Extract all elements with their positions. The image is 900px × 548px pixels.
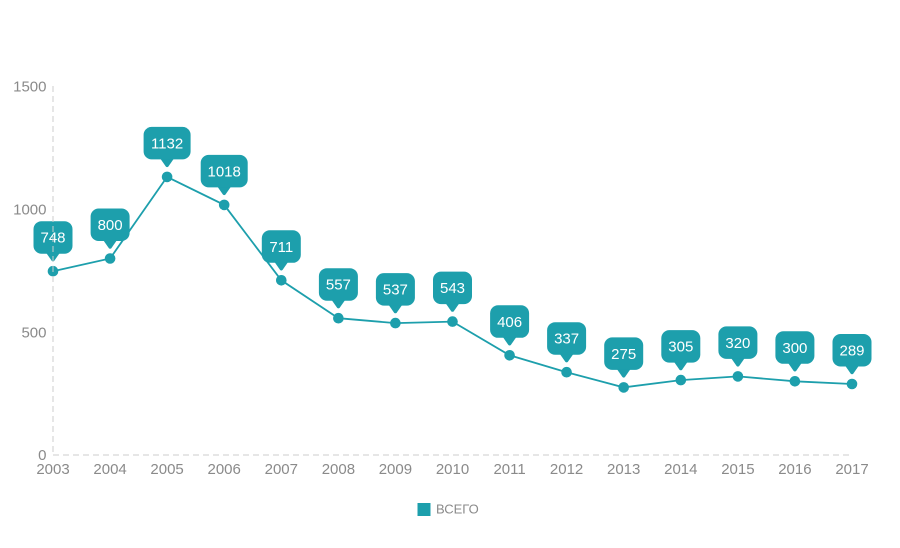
svg-text:337: 337 xyxy=(554,331,579,348)
svg-text:2011: 2011 xyxy=(493,461,525,478)
svg-text:2004: 2004 xyxy=(93,461,126,478)
svg-text:2009: 2009 xyxy=(379,461,412,478)
svg-text:800: 800 xyxy=(98,217,123,234)
svg-text:543: 543 xyxy=(440,280,465,297)
svg-text:ВСЕГО: ВСЕГО xyxy=(436,501,479,516)
svg-text:2012: 2012 xyxy=(550,461,583,478)
svg-text:537: 537 xyxy=(383,282,408,299)
svg-text:500: 500 xyxy=(21,324,46,341)
svg-text:289: 289 xyxy=(839,343,864,360)
svg-text:1000: 1000 xyxy=(13,202,46,219)
svg-text:275: 275 xyxy=(611,346,636,363)
svg-text:1132: 1132 xyxy=(151,135,183,152)
svg-text:2006: 2006 xyxy=(208,461,241,478)
svg-text:2007: 2007 xyxy=(265,461,298,478)
svg-text:406: 406 xyxy=(497,314,522,331)
svg-text:2003: 2003 xyxy=(36,461,69,478)
svg-text:320: 320 xyxy=(725,335,750,352)
svg-text:2008: 2008 xyxy=(322,461,355,478)
svg-text:2005: 2005 xyxy=(150,461,183,478)
svg-text:0: 0 xyxy=(38,447,46,464)
svg-text:2014: 2014 xyxy=(664,461,697,478)
svg-text:1500: 1500 xyxy=(13,79,46,96)
svg-text:2015: 2015 xyxy=(721,461,754,478)
svg-text:300: 300 xyxy=(782,340,807,357)
svg-text:2016: 2016 xyxy=(778,461,811,478)
svg-text:711: 711 xyxy=(269,239,293,256)
svg-text:1018: 1018 xyxy=(208,163,241,180)
svg-text:557: 557 xyxy=(326,277,351,294)
svg-text:2017: 2017 xyxy=(835,461,868,478)
svg-text:305: 305 xyxy=(668,339,693,356)
svg-text:2010: 2010 xyxy=(436,461,469,478)
svg-text:2013: 2013 xyxy=(607,461,640,478)
